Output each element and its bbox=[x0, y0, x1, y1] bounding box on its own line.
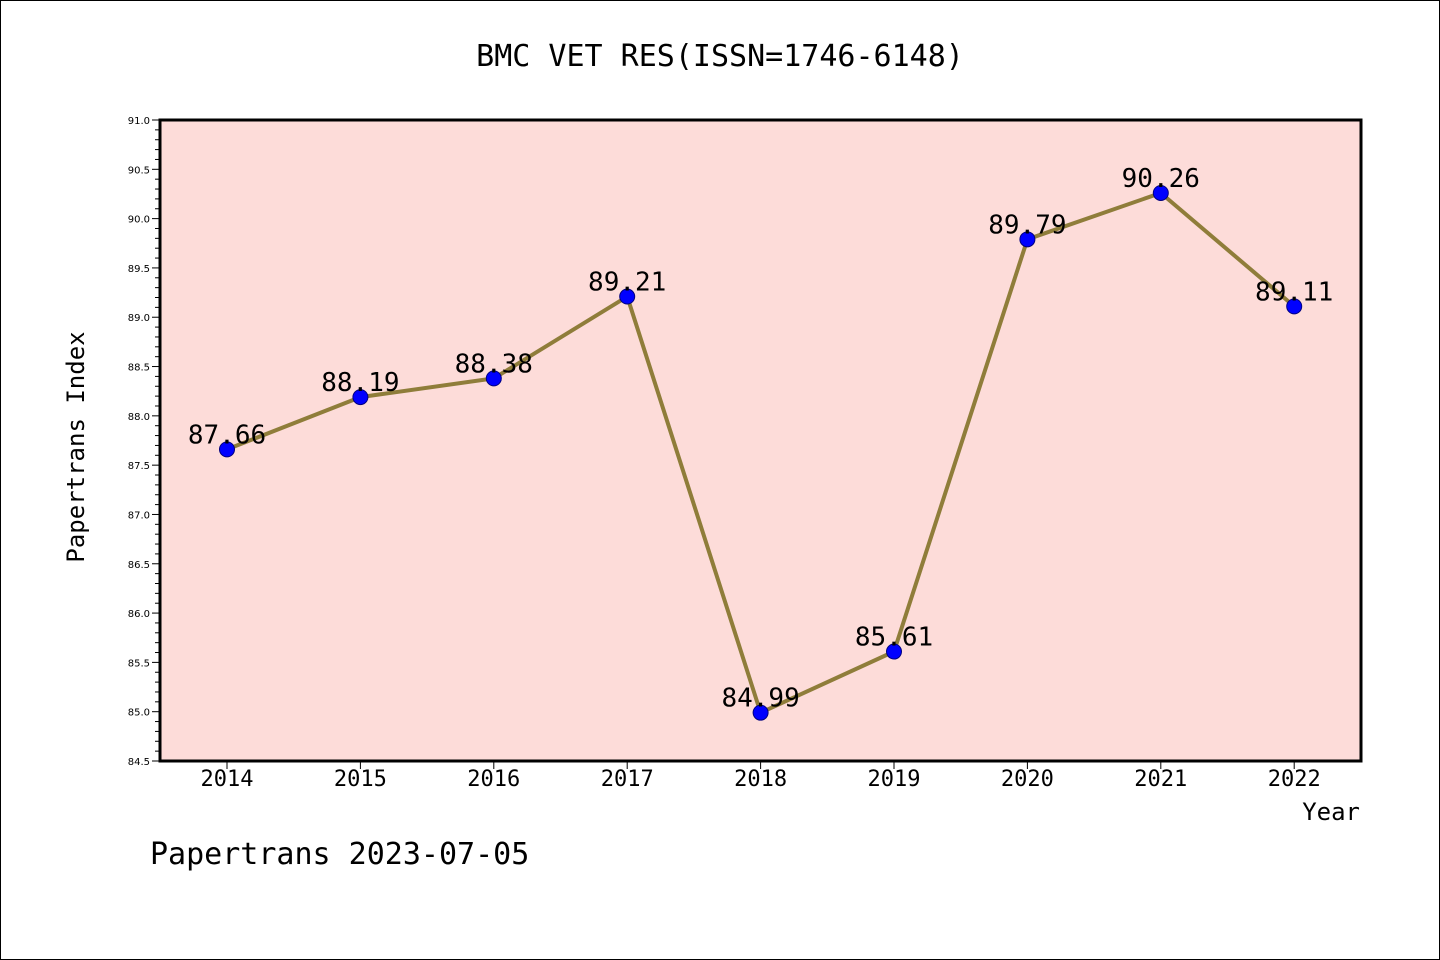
data-point bbox=[219, 441, 235, 458]
data-label: 88.19 bbox=[321, 368, 399, 398]
x-tick-label: 2019 bbox=[868, 767, 921, 792]
x-axis: 2014 2015 2016 2017 2018 2019 2020 2021 2022 bbox=[201, 761, 1321, 792]
plot-area bbox=[160, 120, 1361, 761]
y-tick-label: 90.0 bbox=[128, 215, 150, 226]
x-tick-label: 2022 bbox=[1268, 767, 1321, 792]
y-tick-label: 87.0 bbox=[128, 510, 150, 521]
x-tick-label: 2015 bbox=[334, 767, 387, 792]
data-point bbox=[1019, 231, 1036, 248]
y-tick-label: 88.0 bbox=[128, 412, 150, 423]
x-tick-label: 2017 bbox=[601, 767, 654, 792]
data-point bbox=[886, 643, 902, 660]
x-axis-label: Year bbox=[1302, 798, 1360, 826]
x-tick-label: 2018 bbox=[734, 767, 787, 792]
footer-text: Papertrans 2023-07-05 bbox=[150, 837, 529, 872]
y-tick-label: 87.5 bbox=[128, 461, 150, 472]
x-tick-label: 2014 bbox=[201, 767, 254, 792]
y-tick-label: 86.0 bbox=[128, 609, 150, 620]
y-tick-label: 90.5 bbox=[128, 165, 150, 176]
y-tick-label: 85.5 bbox=[128, 658, 150, 669]
y-tick-label: 91.0 bbox=[128, 116, 150, 127]
data-point bbox=[752, 704, 769, 721]
data-label: 88.38 bbox=[455, 349, 533, 379]
data-label: 85.61 bbox=[855, 623, 933, 653]
y-tick-label: 89.0 bbox=[128, 313, 150, 324]
y-tick-label: 86.5 bbox=[128, 560, 150, 571]
data-point bbox=[352, 389, 369, 406]
y-tick-label: 88.5 bbox=[128, 363, 150, 374]
data-point bbox=[1152, 184, 1169, 201]
data-label: 89.21 bbox=[588, 268, 666, 298]
chart-title: BMC VET RES(ISSN=1746-6148) bbox=[476, 39, 964, 74]
y-axis: 84.5 85.0 85.5 86.0 86.5 87.0 87.5 88.0 88.5 89.0… bbox=[128, 116, 160, 768]
series bbox=[219, 184, 1303, 721]
data-label: 87.66 bbox=[188, 420, 266, 450]
data-label: 89.79 bbox=[988, 210, 1066, 240]
x-tick-label: 2016 bbox=[467, 767, 520, 792]
y-tick-label: 84.5 bbox=[128, 757, 150, 768]
x-tick-label: 2020 bbox=[1001, 767, 1054, 792]
y-axis-label: Papertrans Index bbox=[62, 331, 90, 562]
data-label: 90.26 bbox=[1122, 164, 1200, 194]
x-tick-label: 2021 bbox=[1134, 767, 1187, 792]
data-label: 84.99 bbox=[721, 684, 799, 714]
data-point bbox=[1286, 298, 1303, 315]
plot-border bbox=[158, 118, 1363, 763]
data-label: 89.11 bbox=[1255, 277, 1333, 307]
data-labels: 87.66 88.19 88.38 89.21 84.99 85.61 89.79 90.26… bbox=[188, 164, 1333, 714]
data-point bbox=[485, 370, 502, 387]
data-point bbox=[619, 288, 636, 305]
y-tick-label: 85.0 bbox=[128, 708, 150, 719]
y-tick-label: 89.5 bbox=[128, 264, 150, 275]
